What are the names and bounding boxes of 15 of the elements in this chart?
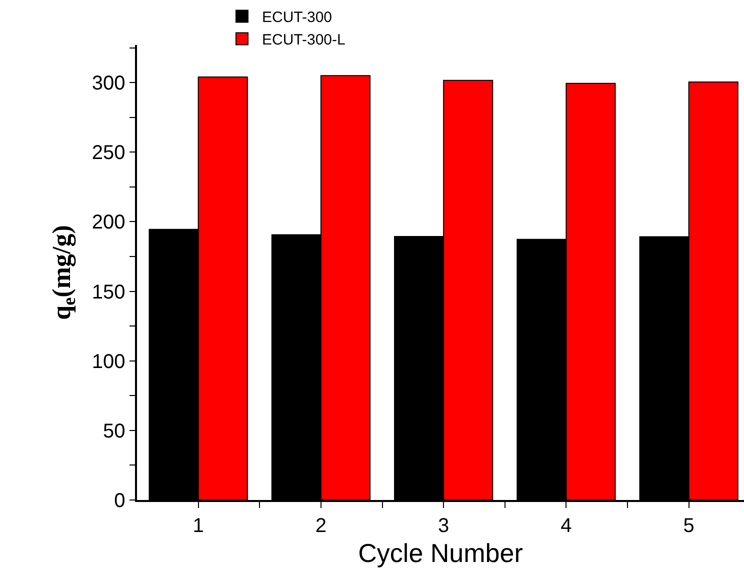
y-tick-label: 150: [92, 281, 126, 304]
x-tick-label: 4: [560, 514, 572, 537]
y-tick-label: 100: [92, 350, 126, 373]
y-tick-label: 50: [103, 420, 126, 442]
x-tick-label: 1: [192, 514, 204, 537]
y-tick-label: 300: [92, 72, 126, 95]
legend-label: ECUT-300: [262, 9, 332, 26]
y-tick-label: 200: [92, 212, 126, 234]
x-tick-label: 3: [438, 514, 450, 537]
y-tick-label: 0: [114, 490, 126, 512]
legend-label: ECUT-300-L: [262, 32, 346, 49]
x-tick-label: 5: [683, 514, 694, 537]
y-tick-label: 250: [92, 142, 126, 164]
x-tick-label: 2: [315, 514, 327, 537]
x-axis-title: Cycle Number: [358, 538, 524, 568]
